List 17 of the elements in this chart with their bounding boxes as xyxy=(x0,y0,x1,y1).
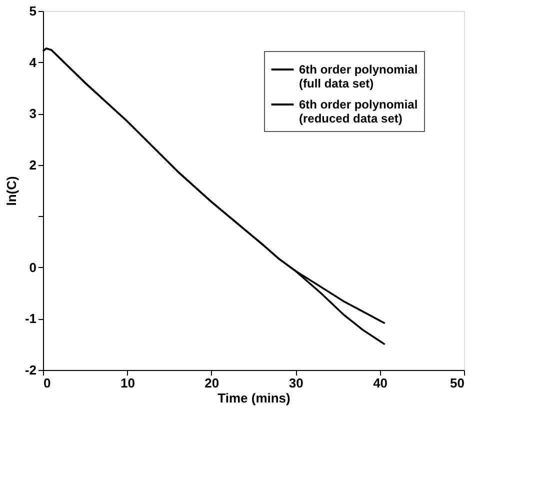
legend-label: 6th order polynomial (reduced data set) xyxy=(299,98,418,126)
y-tick-label: 4 xyxy=(29,54,38,70)
x-axis-title: Time (mins) xyxy=(218,390,290,406)
y-tick-label: 2 xyxy=(29,157,36,172)
y-axis-title: ln(C) xyxy=(4,176,19,206)
x-tick-label: 20 xyxy=(204,376,220,390)
y-tick-label: -2 xyxy=(24,362,36,378)
x-tick-label: 40 xyxy=(373,376,388,390)
x-tick-label: 30 xyxy=(288,376,304,390)
legend-label: 6th order polynomial (full data set) xyxy=(299,62,418,90)
y-tick-label: 5 xyxy=(29,4,36,18)
y-tick-label: -1 xyxy=(24,311,36,326)
x-tick-label: 0 xyxy=(44,376,51,390)
y-tick-label: 0 xyxy=(29,260,36,275)
x-tick-label: 10 xyxy=(120,376,135,390)
y-tick-label: 3 xyxy=(29,106,36,122)
x-tick-label: 50 xyxy=(450,376,464,390)
